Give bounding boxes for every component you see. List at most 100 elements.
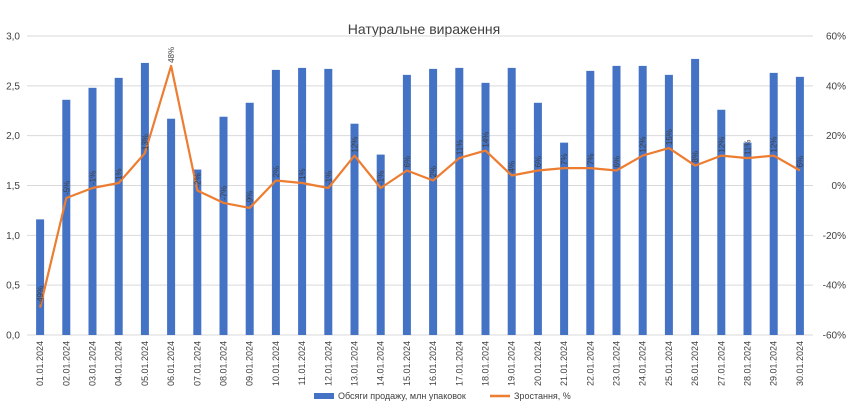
bar	[586, 70, 595, 335]
bar	[62, 99, 71, 335]
right-axis-tick-label: -40%	[823, 281, 846, 292]
data-label: 11%	[455, 140, 464, 155]
right-axis-tick-label: -20%	[823, 231, 846, 242]
left-axis-tick-label: 2,5	[6, 81, 20, 92]
data-label: 12%	[717, 137, 726, 153]
data-label: -2%	[193, 173, 202, 187]
data-label: 6%	[613, 156, 622, 168]
data-label: 12%	[770, 137, 779, 153]
bar-series	[36, 58, 804, 336]
bar	[167, 118, 176, 336]
data-label: 13%	[141, 134, 150, 150]
data-label: 7%	[560, 153, 569, 165]
data-label: 12%	[351, 137, 360, 153]
bar	[219, 116, 228, 335]
x-axis-tick-label: 24.01.2024	[638, 341, 648, 386]
bar	[402, 74, 411, 336]
bar	[429, 68, 438, 335]
x-axis-tick-label: 06.01.2024	[166, 341, 176, 386]
data-labels: -49% -5% -1% 1% 13% 48% -2% -7% -9% 2% 1% -1% 12% -1%…	[36, 47, 805, 305]
left-axis-tick-label: 0,0	[6, 331, 20, 342]
bar	[298, 67, 307, 335]
x-axis-tick-label: 23.01.2024	[612, 341, 622, 386]
x-axis-tick-label: 17.01.2024	[454, 341, 464, 386]
x-axis-tick-label: 18.01.2024	[481, 341, 491, 386]
left-axis-tick-label: 1,0	[6, 231, 20, 242]
x-axis-tick-label: 07.01.2024	[192, 341, 202, 386]
data-label: 12%	[639, 137, 648, 153]
x-axis-tick-label: 10.01.2024	[271, 341, 281, 386]
data-label: 6%	[534, 156, 543, 168]
x-axis-tick-label: 04.01.2024	[114, 341, 124, 386]
left-axis-ticks: 0,0 0,5 1,0 1,5 2,0 2,5 3,0	[6, 32, 20, 342]
data-label: 14%	[482, 132, 491, 148]
bar	[691, 58, 700, 335]
bar	[743, 142, 752, 335]
left-axis-tick-label: 2,0	[6, 131, 20, 142]
data-label: 7%	[586, 153, 595, 165]
x-axis-tick-label: 03.01.2024	[88, 341, 98, 386]
data-label: 2%	[272, 166, 281, 178]
legend-bar-swatch	[314, 393, 334, 399]
left-axis-tick-label: 0,5	[6, 281, 20, 292]
data-label: 11%	[744, 140, 753, 155]
data-label: 2%	[429, 166, 438, 178]
bar	[769, 72, 778, 336]
right-axis-ticks: -60% -40% -20% 0% 20% 40% 60%	[823, 32, 846, 342]
bar	[507, 67, 516, 335]
bar	[88, 87, 97, 336]
bar	[560, 142, 569, 335]
data-label: 4%	[508, 161, 517, 173]
bar	[324, 68, 333, 335]
bar	[36, 219, 45, 335]
growth-line	[39, 64, 801, 308]
bar	[114, 77, 123, 336]
bar	[664, 74, 673, 336]
data-label: -49%	[36, 286, 45, 305]
bar	[376, 154, 385, 335]
data-label: -9%	[246, 191, 255, 205]
bar	[795, 76, 804, 335]
bar	[638, 65, 647, 336]
x-axis-tick-label: 20.01.2024	[533, 341, 543, 386]
data-label: -1%	[89, 171, 98, 185]
x-axis-tick-label: 27.01.2024	[716, 341, 726, 386]
bar	[481, 82, 490, 336]
data-label: 15%	[665, 129, 674, 145]
bar	[455, 67, 464, 335]
x-axis-tick-label: 15.01.2024	[402, 341, 412, 386]
x-axis-ticks: 01.01.2024 02.01.2024 03.01.2024 04.01.2024…	[35, 341, 805, 386]
right-axis-tick-label: 20%	[826, 131, 846, 142]
gridlines	[27, 35, 813, 336]
line-series	[39, 64, 801, 308]
bar	[245, 102, 254, 335]
x-axis-tick-label: 26.01.2024	[690, 341, 700, 386]
x-axis-tick-label: 16.01.2024	[428, 341, 438, 386]
x-axis-tick-label: 12.01.2024	[323, 341, 333, 386]
right-axis-tick-label: -60%	[823, 331, 846, 342]
data-label: 1%	[298, 168, 307, 180]
bar	[193, 169, 202, 335]
x-axis-tick-label: 05.01.2024	[140, 341, 150, 386]
legend: Обсяги продажу, млн упаковок Зростання, …	[314, 391, 571, 401]
bar	[612, 65, 621, 336]
bar	[350, 123, 359, 335]
x-axis-tick-label: 30.01.2024	[795, 341, 805, 386]
right-axis-tick-label: 40%	[826, 81, 846, 92]
data-label: -7%	[220, 186, 229, 200]
x-axis-tick-label: 02.01.2024	[61, 341, 71, 386]
right-axis-tick-label: 60%	[826, 32, 846, 43]
right-axis-tick-label: 0%	[832, 181, 847, 192]
x-axis-tick-label: 28.01.2024	[743, 341, 753, 386]
data-label: -5%	[62, 181, 71, 195]
data-label: 48%	[167, 47, 176, 63]
bar	[271, 69, 280, 336]
legend-line-label: Зростання, %	[514, 391, 571, 401]
data-label: 6%	[403, 156, 412, 168]
bar	[533, 102, 542, 335]
data-label: -1%	[377, 171, 386, 185]
left-axis-tick-label: 1,5	[6, 181, 20, 192]
data-label: 8%	[691, 151, 700, 163]
data-label: 1%	[115, 168, 124, 180]
